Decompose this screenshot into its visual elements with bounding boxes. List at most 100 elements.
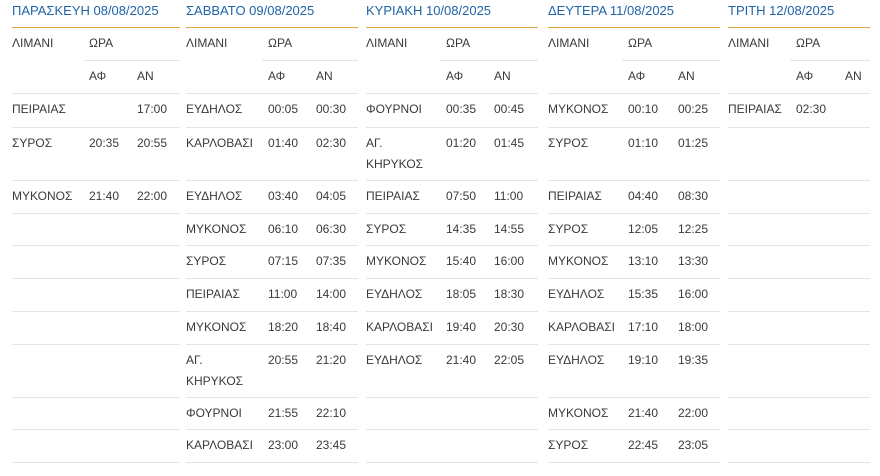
table-row: ΚΑΡΛΟΒΑΣΙ 17:10 18:00 xyxy=(548,311,720,345)
departure-time: 01:40 xyxy=(268,136,299,150)
departure-time: 21:40 xyxy=(628,406,659,420)
table-row: ΜΥΚΟΝΟΣ 13:10 13:30 xyxy=(548,245,720,279)
departure-time: 00:05 xyxy=(268,102,299,116)
departure-time: 15:40 xyxy=(446,254,477,268)
port-name: ΜΥΚΟΝΟΣ xyxy=(186,222,247,236)
port-name: ΣΥΡΟΣ xyxy=(548,438,589,452)
table-row xyxy=(728,213,870,246)
port-name: ΚΑΡΛΟΒΑΣΙ xyxy=(186,136,253,150)
arrival-time: 14:55 xyxy=(494,222,525,236)
departure-time: 12:05 xyxy=(628,222,659,236)
arrival-time: 18:00 xyxy=(678,320,709,334)
header-divider xyxy=(790,60,870,61)
table-row: ΜΥΚΟΝΟΣ 21:40 22:00 xyxy=(12,180,180,214)
arrival-time: 02:30 xyxy=(316,136,347,150)
arrival-time: 20:55 xyxy=(137,136,168,150)
port-name: ΑΓ. ΚΗΡΥΚΟΣ xyxy=(186,353,244,388)
departure-time: 18:20 xyxy=(268,320,299,334)
arrival-time: 19:35 xyxy=(678,353,709,367)
table-bottom-border xyxy=(186,462,358,463)
port-name: ΠΕΙΡΑΙΑΣ xyxy=(12,102,66,116)
day-title: ΣΑΒΒΑΤΟ 09/08/2025 xyxy=(186,0,358,28)
arrival-time: 01:45 xyxy=(494,136,525,150)
port-name: ΕΥΔΗΛΟΣ xyxy=(366,287,423,301)
day-title: ΤΡΙΤΗ 12/08/2025 xyxy=(728,0,870,28)
departure-time: 20:35 xyxy=(89,136,120,150)
port-header: ΛΙΜΑΝΙ xyxy=(366,36,408,50)
arrival-time: 11:00 xyxy=(494,189,524,203)
port-header: ΛΙΜΑΝΙ xyxy=(728,36,770,50)
table-row xyxy=(366,429,538,463)
departure-time: 04:40 xyxy=(628,189,659,203)
departure-header: ΑΦ xyxy=(268,69,286,83)
departure-time: 01:10 xyxy=(628,136,659,150)
table-row: ΚΑΡΛΟΒΑΣΙ 19:40 20:30 xyxy=(366,311,538,345)
departure-time: 13:10 xyxy=(628,254,659,268)
departure-time: 03:40 xyxy=(268,189,299,203)
departure-time: 07:50 xyxy=(446,189,477,203)
port-header: ΛΙΜΑΝΙ xyxy=(12,36,54,50)
arrival-time: 22:05 xyxy=(494,353,525,367)
table-row xyxy=(728,180,870,214)
arrival-time: 00:30 xyxy=(316,102,347,116)
table-row: ΜΥΚΟΝΟΣ 00:10 00:25 xyxy=(548,93,720,128)
port-name: ΠΕΙΡΑΙΑΣ xyxy=(366,189,420,203)
port-name: ΦΟΥΡΝΟΙ xyxy=(366,102,422,116)
table-row: ΕΥΔΗΛΟΣ 19:10 19:35 xyxy=(548,344,720,398)
arrival-header: ΑΝ xyxy=(678,69,695,83)
table-row xyxy=(12,311,180,345)
table-row: ΦΟΥΡΝΟΙ 21:55 22:10 xyxy=(186,397,358,430)
table-row: ΚΑΡΛΟΒΑΣΙ 01:40 02:30 xyxy=(186,127,358,181)
day-column: ΚΥΡΙΑΚΗ 10/08/2025 ΛΙΜΑΝΙ ΩΡΑ ΑΦ ΑΝ ΦΟΥΡΝΟΙ 00… xyxy=(366,0,538,476)
table-row xyxy=(728,429,870,463)
port-name: ΣΥΡΟΣ xyxy=(186,254,227,268)
table-row xyxy=(12,213,180,246)
port-name: ΕΥΔΗΛΟΣ xyxy=(548,353,605,367)
departure-time: 21:55 xyxy=(268,406,299,420)
departure-header: ΑΦ xyxy=(628,69,646,83)
day-column: ΠΑΡΑΣΚΕΥΗ 08/08/2025 ΛΙΜΑΝΙ ΩΡΑ ΑΦ ΑΝ ΠΕΙΡΑΙΑ… xyxy=(12,0,180,476)
table-bottom-border xyxy=(366,462,538,463)
port-name: ΦΟΥΡΝΟΙ xyxy=(186,406,242,420)
arrival-time: 18:40 xyxy=(316,320,347,334)
arrival-time: 18:30 xyxy=(494,287,525,301)
table-bottom-border xyxy=(12,462,180,463)
port-name: ΕΥΔΗΛΟΣ xyxy=(548,287,605,301)
table-row: ΣΥΡΟΣ 01:10 01:25 xyxy=(548,127,720,181)
arrival-time: 22:00 xyxy=(137,189,168,203)
table-row xyxy=(12,429,180,463)
table-row xyxy=(728,127,870,181)
arrival-header: ΑΝ xyxy=(845,69,862,83)
day-title: ΚΥΡΙΑΚΗ 10/08/2025 xyxy=(366,0,538,28)
departure-header: ΑΦ xyxy=(446,69,464,83)
arrival-time: 13:30 xyxy=(678,254,709,268)
departure-time: 23:00 xyxy=(268,438,299,452)
port-name: ΣΥΡΟΣ xyxy=(548,222,589,236)
departure-time: 00:10 xyxy=(628,102,659,116)
table-row: ΠΕΙΡΑΙΑΣ 11:00 14:00 xyxy=(186,278,358,312)
table-row: ΠΕΙΡΑΙΑΣ 04:40 08:30 xyxy=(548,180,720,214)
time-header: ΩΡΑ xyxy=(268,36,293,50)
port-name: ΜΥΚΟΝΟΣ xyxy=(548,254,609,268)
table-row xyxy=(12,344,180,398)
table-row: ΣΥΡΟΣ 12:05 12:25 xyxy=(548,213,720,246)
table-row: ΣΥΡΟΣ 20:35 20:55 xyxy=(12,127,180,181)
port-name: ΕΥΔΗΛΟΣ xyxy=(186,189,243,203)
arrival-time: 07:35 xyxy=(316,254,347,268)
departure-time: 01:20 xyxy=(446,136,477,150)
table-row xyxy=(12,397,180,430)
table-row xyxy=(728,397,870,430)
arrival-time: 08:30 xyxy=(678,189,709,203)
port-name: ΚΑΡΛΟΒΑΣΙ xyxy=(186,438,253,452)
arrival-time: 04:05 xyxy=(316,189,347,203)
table-row xyxy=(12,278,180,312)
arrival-header: ΑΝ xyxy=(137,69,154,83)
departure-time: 18:05 xyxy=(446,287,477,301)
port-name: ΠΕΙΡΑΙΑΣ xyxy=(186,287,240,301)
port-name: ΕΥΔΗΛΟΣ xyxy=(186,102,243,116)
table-row xyxy=(728,278,870,312)
table-row: ΕΥΔΗΛΟΣ 18:05 18:30 xyxy=(366,278,538,312)
port-name: ΣΥΡΟΣ xyxy=(548,136,589,150)
departure-time: 22:45 xyxy=(628,438,659,452)
